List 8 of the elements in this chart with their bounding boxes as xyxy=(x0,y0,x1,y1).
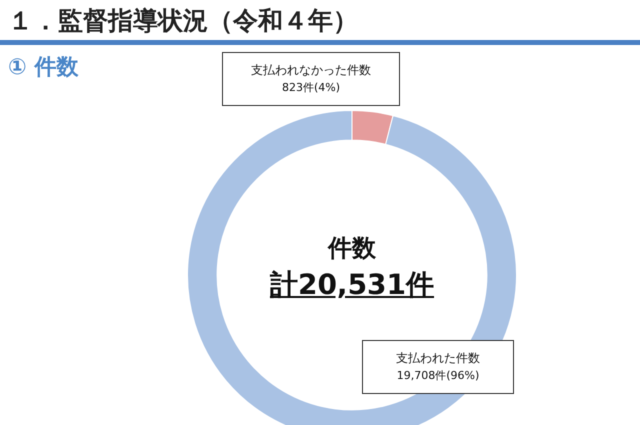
text: 計20,531件 xyxy=(268,267,436,303)
data-label: 19,708件(96%) xyxy=(396,368,480,384)
slice-label: 支払われなかった件数 xyxy=(250,62,372,79)
data-label: 823件(4%) xyxy=(280,80,342,96)
text: 件数 xyxy=(326,233,377,264)
slice-label: 支払われた件数 xyxy=(395,350,481,367)
chart-subtitle: ① 件数 xyxy=(8,54,78,82)
chart-title: １．監督指導状況（令和４年） xyxy=(8,5,358,37)
